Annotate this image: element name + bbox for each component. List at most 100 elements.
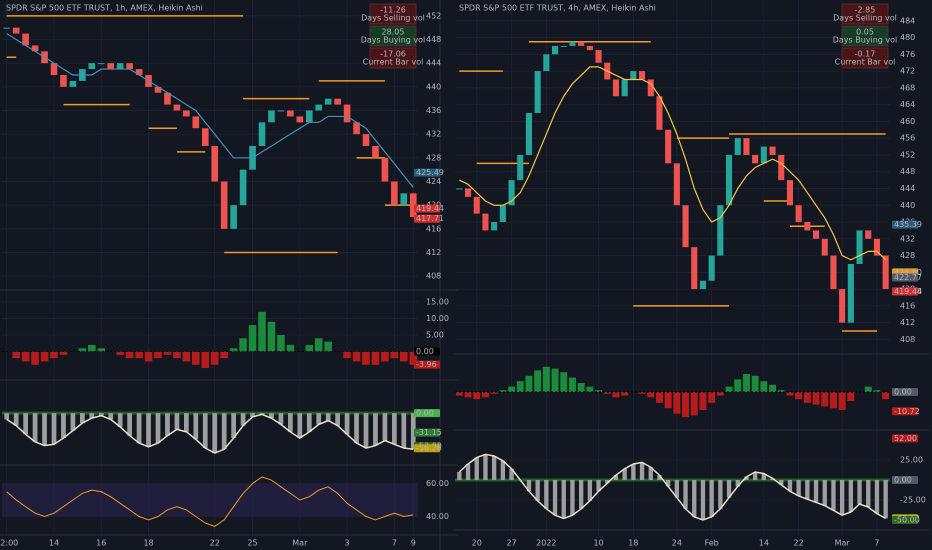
y-tick-label: 432 xyxy=(900,234,915,243)
price-tag-label: 435.39 xyxy=(894,220,922,229)
y-tick-label: 40.00 xyxy=(426,512,449,521)
hist-bar xyxy=(847,392,855,401)
y-tick-label: 440 xyxy=(426,82,441,91)
hist-bar xyxy=(97,348,106,352)
info-box xyxy=(369,3,417,25)
price-tag xyxy=(414,347,440,356)
candle xyxy=(734,138,741,155)
y-tick-label: 452 xyxy=(900,150,915,159)
candle xyxy=(865,230,872,239)
hist-bar xyxy=(682,392,690,418)
candle xyxy=(847,263,854,323)
time-label: 18 xyxy=(628,539,638,548)
hist-bar xyxy=(673,392,681,414)
candle xyxy=(116,63,124,70)
price-tag-label: -3.96 xyxy=(416,360,437,369)
info-value: -11.26 xyxy=(380,6,406,15)
candle xyxy=(258,122,266,146)
candle xyxy=(409,193,417,217)
price-tag-label: 0.00 xyxy=(894,388,912,397)
candle xyxy=(334,98,341,105)
price-tag xyxy=(414,409,440,418)
time-label: Mar xyxy=(292,539,308,548)
time-label: 24 xyxy=(672,539,682,548)
price-tag xyxy=(892,516,918,524)
hist-bar xyxy=(525,375,533,392)
candle xyxy=(201,128,209,146)
hist-bar xyxy=(882,392,890,400)
candle xyxy=(647,79,654,97)
candle xyxy=(88,63,96,70)
candle xyxy=(821,238,828,256)
candle xyxy=(691,247,698,290)
candle xyxy=(12,27,20,34)
candle xyxy=(31,45,39,52)
price-tag xyxy=(414,168,440,177)
candle xyxy=(277,110,285,112)
candle xyxy=(353,122,360,135)
candle xyxy=(3,27,11,29)
hist-bar xyxy=(516,381,524,392)
y-tick-label: 428 xyxy=(426,153,441,162)
candle xyxy=(525,113,532,155)
y-tick-label: -25.00 xyxy=(900,496,926,505)
price-tag-label: 52.00 xyxy=(894,434,917,443)
info-value: 0.05 xyxy=(856,28,874,37)
y-tick-label: 416 xyxy=(426,224,441,233)
hist-bar xyxy=(125,351,134,359)
candle xyxy=(621,79,628,97)
price-tag xyxy=(892,407,918,416)
price-tag-label: 425.49 xyxy=(416,168,444,177)
price-tag-label: 419.44 xyxy=(894,287,922,296)
hist-bar xyxy=(192,351,200,365)
y-tick-label: 436 xyxy=(426,106,441,115)
y-tick-label: 456 xyxy=(900,134,915,143)
candle xyxy=(839,289,846,323)
candle xyxy=(60,75,67,87)
hist-bar xyxy=(371,351,380,365)
price-tag-label: 0.00 xyxy=(894,476,912,485)
chart-title: SPDR S&P 500 ETF TRUST, 4h, AMEX, Heikin… xyxy=(459,4,656,13)
price-tag-label: 417.71 xyxy=(416,214,444,223)
hist-bar xyxy=(182,351,191,362)
candle xyxy=(830,255,837,290)
time-label: 14 xyxy=(49,539,59,548)
time-label: Mar xyxy=(835,539,851,548)
time-label: 14 xyxy=(759,539,769,548)
candle xyxy=(126,63,133,70)
candle xyxy=(543,54,550,72)
y-tick-label: 444 xyxy=(900,184,915,193)
candle xyxy=(97,63,105,65)
hist-bar xyxy=(603,392,611,394)
candle xyxy=(508,180,515,206)
y-tick-label: 452 xyxy=(426,11,441,20)
hist-bar xyxy=(324,341,332,352)
y-tick-label: 412 xyxy=(900,318,915,327)
time-label: 22 xyxy=(210,539,220,548)
candle xyxy=(239,169,247,206)
info-label: Current Bar vol xyxy=(363,58,424,67)
candle xyxy=(268,110,275,123)
y-tick-label: 60.00 xyxy=(426,479,449,488)
candle xyxy=(192,116,200,129)
hist-bar xyxy=(621,392,629,396)
candle xyxy=(491,222,498,231)
y-tick-label: 476 xyxy=(900,50,915,59)
candle xyxy=(743,138,750,155)
candle xyxy=(22,33,29,46)
hist-bar xyxy=(769,384,777,392)
time-label: 25 xyxy=(247,539,257,548)
price-tag-label: 0.00 xyxy=(416,409,434,418)
y-tick-label: 448 xyxy=(900,167,915,176)
candle xyxy=(786,180,793,206)
hist-bar xyxy=(464,392,472,398)
hist-bar xyxy=(786,392,794,396)
hist-bar xyxy=(508,386,516,392)
candle xyxy=(804,222,811,231)
y-tick-label: 444 xyxy=(426,59,441,68)
hist-bar xyxy=(314,338,323,352)
candle xyxy=(230,205,237,229)
candle xyxy=(211,146,219,182)
y-tick-label: 428 xyxy=(900,251,915,260)
